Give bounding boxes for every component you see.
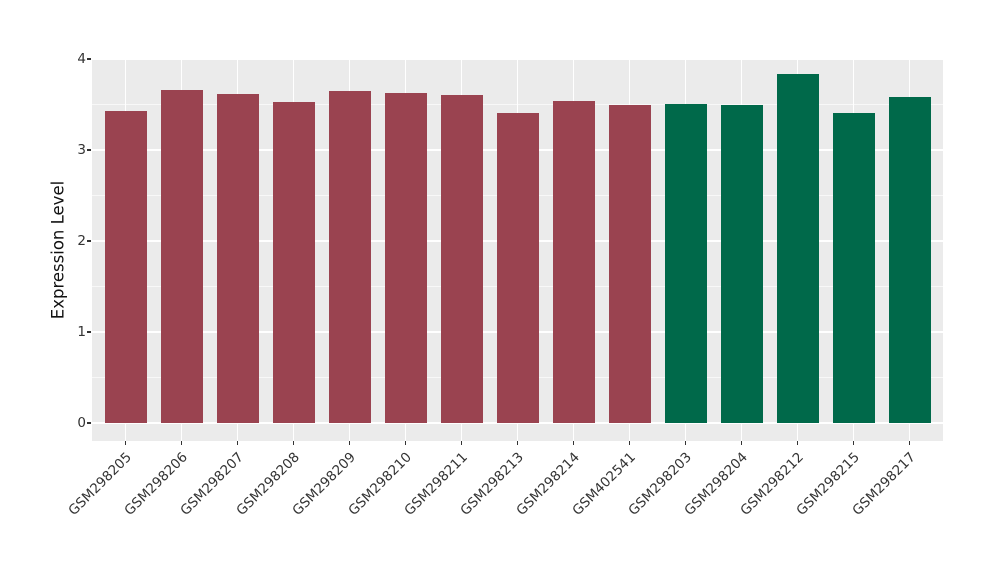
y-tick-mark	[87, 58, 91, 60]
bar-GSM298207	[216, 94, 259, 423]
bar-GSM298206	[160, 89, 203, 423]
x-tick-mark	[740, 441, 743, 445]
bar-GSM298215	[832, 112, 875, 423]
bar-GSM298213	[496, 112, 539, 423]
gridline-major	[92, 422, 943, 424]
y-tick-mark	[87, 240, 91, 242]
bar-GSM298209	[328, 90, 371, 423]
x-tick-mark	[348, 441, 351, 445]
y-tick-mark	[87, 422, 91, 424]
x-tick-mark	[628, 441, 631, 445]
y-tick-mark	[87, 331, 91, 333]
x-tick-mark	[404, 441, 407, 445]
x-tick-mark	[124, 441, 127, 445]
y-axis-title-text: Expression Level	[48, 180, 68, 320]
x-tick-mark	[460, 441, 463, 445]
y-tick-label: 3	[77, 142, 86, 158]
bar-GSM298203	[664, 103, 707, 423]
x-tick-label-GSM298217: GSM298217	[694, 446, 919, 518]
plot-panel	[92, 59, 943, 441]
x-tick-mark	[516, 441, 519, 445]
y-tick-mark	[87, 149, 91, 151]
y-tick-label: 4	[77, 51, 86, 67]
y-tick-label: 2	[77, 233, 86, 249]
y-tick-label: 1	[77, 324, 86, 340]
gridline-major	[92, 59, 943, 61]
x-tick-mark	[572, 441, 575, 445]
y-tick-label: 0	[77, 415, 86, 431]
bar-GSM402541	[608, 104, 651, 423]
bar-GSM298214	[552, 100, 595, 423]
bar-GSM298211	[440, 95, 483, 423]
bar-GSM298212	[776, 74, 819, 423]
gridline-minor	[92, 104, 943, 105]
x-tick-label-text: GSM298217	[849, 449, 920, 519]
x-tick-mark	[852, 441, 855, 445]
bar-GSM298208	[272, 101, 315, 423]
x-tick-mark	[180, 441, 183, 445]
bar-GSM298204	[720, 104, 763, 423]
y-axis-title: Expression Level	[44, 146, 72, 354]
bar-GSM298210	[384, 92, 427, 423]
bar-GSM298205	[104, 110, 147, 423]
x-tick-mark	[684, 441, 687, 445]
bar-GSM298217	[888, 97, 931, 423]
x-tick-mark	[236, 441, 239, 445]
x-tick-mark	[292, 441, 295, 445]
x-tick-mark	[796, 441, 799, 445]
x-tick-mark	[908, 441, 911, 445]
